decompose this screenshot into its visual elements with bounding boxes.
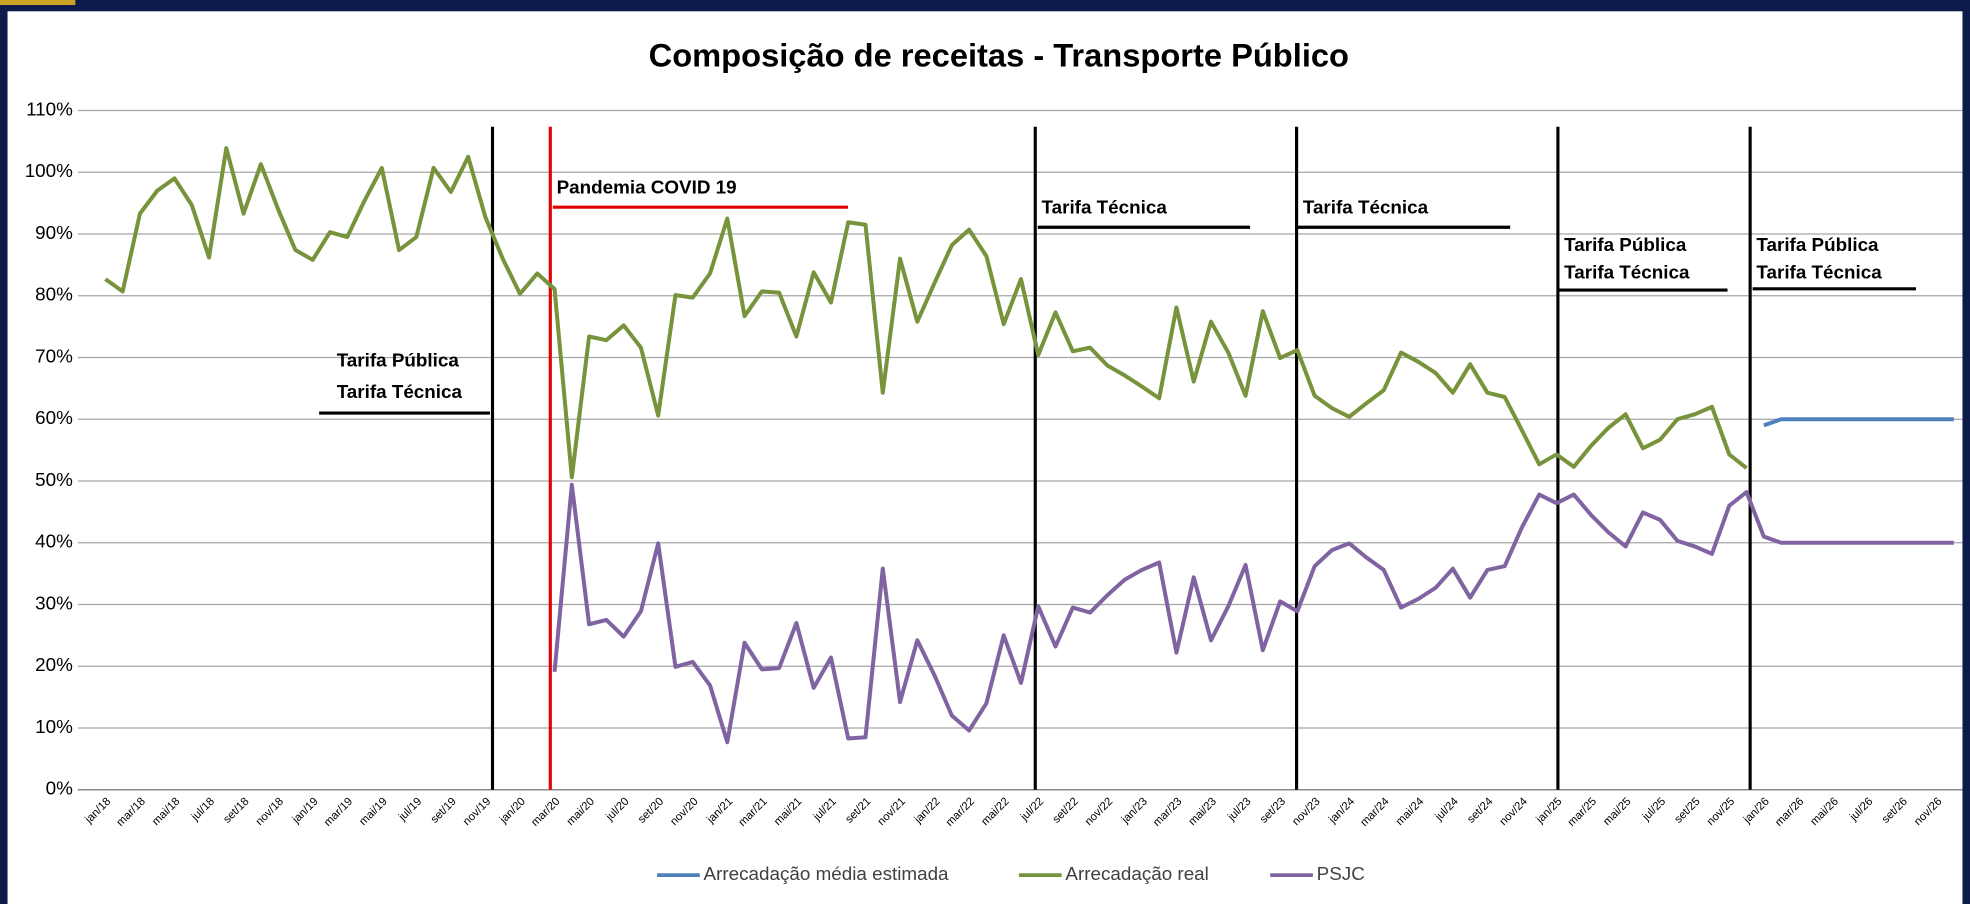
chart-area bbox=[7, 11, 1963, 904]
y-tick-label: 110% bbox=[26, 98, 73, 119]
y-tick-label: 0% bbox=[46, 778, 73, 799]
y-tick-label: 70% bbox=[35, 345, 73, 366]
annotation: Pandemia COVID 19 bbox=[557, 176, 737, 197]
annotation: Tarifa Técnica bbox=[1756, 262, 1882, 283]
series-line bbox=[1763, 417, 1954, 428]
annotation: Tarifa Pública bbox=[1756, 234, 1879, 255]
y-tick-label: 60% bbox=[35, 407, 73, 428]
legend-label: PSJC bbox=[1317, 863, 1365, 884]
y-tick-label: 50% bbox=[35, 469, 73, 490]
y-tick-label: 30% bbox=[35, 592, 73, 613]
legend-label: Arrecadação média estimada bbox=[704, 863, 950, 884]
chart-title: Composição de receitas - Transporte Públ… bbox=[649, 36, 1349, 73]
y-tick-label: 100% bbox=[25, 160, 73, 181]
annotation: Tarifa Técnica bbox=[337, 381, 463, 402]
y-tick-label: 80% bbox=[35, 284, 73, 305]
series-line bbox=[552, 482, 1954, 745]
series-line bbox=[104, 146, 1748, 480]
y-tick-label: 20% bbox=[35, 654, 73, 675]
annotation: Tarifa Pública bbox=[1564, 234, 1687, 255]
y-tick-label: 40% bbox=[35, 531, 73, 552]
annotation: Tarifa Técnica bbox=[1564, 262, 1690, 283]
frame-accent bbox=[0, 0, 76, 6]
annotation: Tarifa Pública bbox=[337, 350, 460, 371]
legend-label: Arrecadação real bbox=[1065, 863, 1208, 884]
annotation: Tarifa Técnica bbox=[1042, 196, 1168, 217]
y-tick-label: 10% bbox=[35, 716, 73, 737]
y-tick-label: 90% bbox=[35, 222, 73, 243]
annotation: Tarifa Técnica bbox=[1303, 196, 1429, 217]
